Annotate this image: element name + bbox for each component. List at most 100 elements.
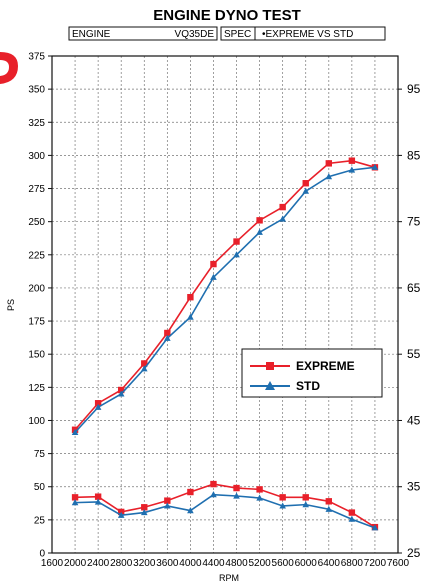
y-right-tick-label: 45 bbox=[407, 413, 421, 427]
expreme-power_ps-point bbox=[279, 203, 286, 211]
x-tick-label: 6800 bbox=[341, 558, 364, 569]
y-right-tick-label: 95 bbox=[407, 82, 421, 96]
legend-label-std: STD bbox=[296, 379, 320, 393]
std-torque-point bbox=[233, 492, 240, 499]
grid-lines bbox=[52, 56, 398, 553]
y-left-tick-label: 25 bbox=[34, 515, 46, 526]
std-torque-point bbox=[140, 509, 148, 516]
series-lines bbox=[71, 157, 379, 531]
std-torque-point bbox=[348, 515, 356, 522]
expreme-torque-point bbox=[279, 494, 286, 501]
header-engine-value: VQ35DE bbox=[175, 29, 215, 40]
header-engine-label: ENGINE bbox=[72, 29, 111, 40]
std-power_ps-point bbox=[210, 273, 217, 280]
x-tick-label: 7200 bbox=[364, 558, 387, 569]
expreme-power_ps-line bbox=[74, 159, 376, 431]
std-torque-line bbox=[75, 493, 376, 529]
expreme-power_ps-point bbox=[187, 294, 194, 301]
header-spec-label: SPEC bbox=[224, 29, 251, 40]
x-tick-label: 2800 bbox=[110, 558, 133, 569]
y-left-tick-label: 175 bbox=[28, 317, 45, 328]
expreme-power_ps-point bbox=[118, 386, 125, 394]
x-tick-label: 5600 bbox=[272, 558, 295, 569]
std-torque-point bbox=[117, 511, 125, 518]
x-tick-label: 6400 bbox=[318, 558, 341, 569]
x-tick-label: 2000 bbox=[64, 558, 87, 569]
y-left-tick-labels: 0 25 50 75 100 125 150 175 200 225 250 275 300 325 350… bbox=[28, 52, 45, 560]
expreme-torque-point bbox=[256, 486, 263, 493]
std-power_ps-point bbox=[140, 365, 148, 372]
x-tick-label: 3200 bbox=[133, 558, 156, 569]
x-tick-label: 3600 bbox=[156, 558, 179, 569]
red-mark-icon bbox=[0, 52, 18, 84]
y-left-tick-label: 75 bbox=[34, 449, 46, 460]
std-torque-point bbox=[325, 505, 333, 512]
expreme-torque-point bbox=[233, 484, 240, 492]
std-power_ps-point bbox=[117, 390, 125, 397]
x-tick-label: 4000 bbox=[179, 558, 202, 569]
std-power_ps-point bbox=[256, 228, 263, 235]
expreme-torque-point bbox=[348, 509, 356, 516]
x-tick-label: 2400 bbox=[87, 558, 110, 569]
std-power_ps-point bbox=[371, 163, 379, 170]
std-torque-point bbox=[302, 501, 310, 508]
y-right-tick-label: 75 bbox=[407, 215, 421, 229]
expreme-power_ps-point bbox=[94, 400, 102, 407]
x-tick-label: 1600 bbox=[41, 558, 64, 569]
y-left-tick-label: 100 bbox=[28, 416, 45, 427]
std-power_ps-point bbox=[348, 166, 356, 173]
y-right-tick-label: 85 bbox=[407, 148, 421, 162]
header-table: ENGINE VQ35DE SPEC •EXPREME VS STD bbox=[68, 26, 386, 41]
expreme-power_ps-point bbox=[210, 260, 217, 268]
std-power_ps-point bbox=[233, 251, 240, 258]
x-tick-label: 7600 bbox=[387, 558, 410, 569]
y-left-tick-label: 225 bbox=[28, 250, 45, 261]
y-right-tick-labels: 25 35 45 55 65 75 85 95 bbox=[407, 82, 421, 560]
y-right-tick-label: 65 bbox=[407, 281, 421, 295]
y-axis-label: PS bbox=[6, 299, 16, 311]
x-tick-label: 6000 bbox=[295, 558, 318, 569]
std-torque-point bbox=[210, 491, 217, 498]
x-tick-labels: 1600 2000 2400 2800 3200 3600 4000 4400 4800 5200… bbox=[41, 558, 410, 569]
expreme-torque-point bbox=[94, 493, 102, 500]
x-tick-label: 4800 bbox=[225, 558, 248, 569]
y-left-tick-label: 275 bbox=[28, 184, 45, 195]
expreme-torque-point bbox=[210, 480, 217, 488]
expreme-torque-point bbox=[164, 497, 171, 504]
expreme-power_ps-point bbox=[233, 238, 240, 245]
std-torque-point bbox=[71, 499, 79, 506]
expreme-torque-point bbox=[71, 494, 79, 501]
y-left-tick-label: 300 bbox=[28, 151, 45, 162]
y-left-tick-label: 150 bbox=[28, 350, 45, 361]
expreme-torque-point bbox=[302, 494, 309, 501]
header-spec-value: •EXPREME VS STD bbox=[262, 29, 353, 40]
expreme-torque-point bbox=[187, 488, 194, 496]
expreme-torque-point bbox=[325, 498, 332, 505]
std-torque-point bbox=[371, 524, 379, 531]
expreme-power_ps-point bbox=[141, 360, 148, 367]
y-left-tick-label: 250 bbox=[28, 217, 45, 228]
y-left-tick-label: 325 bbox=[28, 118, 45, 129]
y-left-tick-label: 200 bbox=[28, 283, 45, 294]
legend-label-expreme: EXPREME bbox=[296, 359, 355, 373]
y-right-tick-label: 55 bbox=[407, 347, 421, 361]
y-left-tick-label: 125 bbox=[28, 383, 45, 394]
std-torque-point bbox=[94, 498, 102, 505]
y-right-tick-label: 35 bbox=[407, 480, 421, 494]
std-torque-point bbox=[164, 502, 171, 509]
y-left-tick-label: 50 bbox=[34, 482, 46, 493]
plot-frame bbox=[51, 55, 399, 554]
y-left-tick-label: 350 bbox=[28, 85, 45, 96]
std-power_ps-line bbox=[74, 166, 376, 433]
chart-title: ENGINE DYNO TEST bbox=[153, 7, 301, 24]
y-left-tick-label: 375 bbox=[28, 52, 45, 63]
std-power_ps-point bbox=[164, 334, 171, 341]
x-tick-label: 5200 bbox=[248, 558, 271, 569]
std-torque-point bbox=[187, 507, 194, 514]
expreme-power_ps-point bbox=[302, 180, 309, 187]
expreme-torque-line bbox=[75, 483, 376, 528]
std-power_ps-point bbox=[187, 313, 194, 320]
legend: EXPREME STD bbox=[241, 348, 383, 398]
std-torque-point bbox=[256, 494, 263, 501]
